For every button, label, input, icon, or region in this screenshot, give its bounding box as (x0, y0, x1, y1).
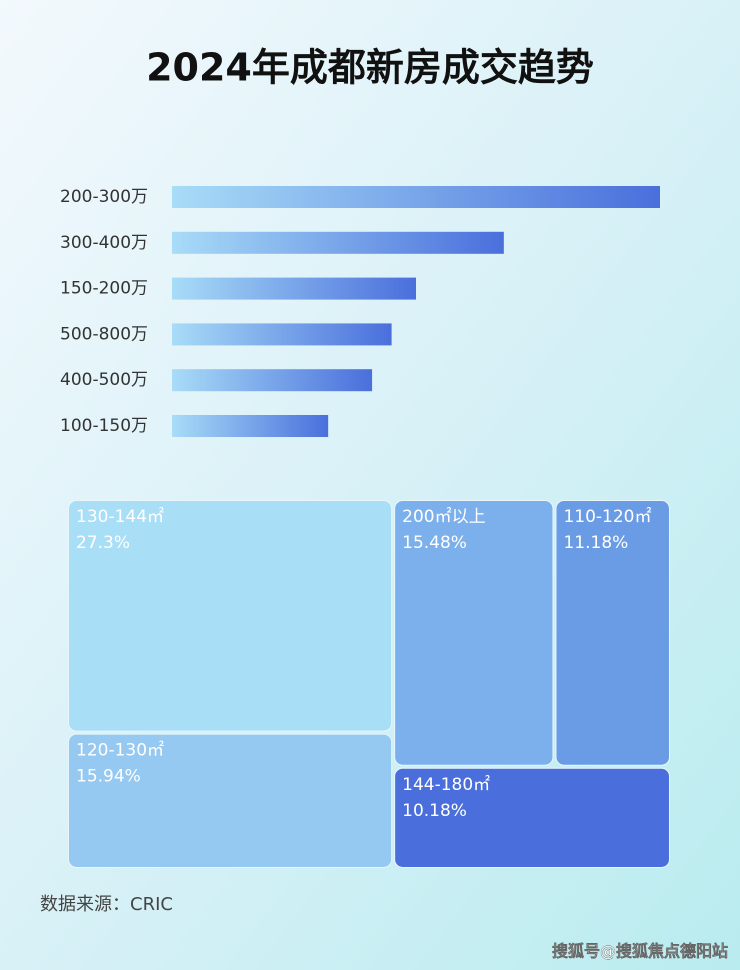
treemap-cell (394, 500, 554, 766)
treemap-cell (68, 500, 393, 732)
category-label: 400-500万 (60, 370, 148, 390)
category-label: 300-400万 (60, 233, 148, 253)
category-label: 200-300万 (60, 187, 148, 207)
cell-value: 10.18% (402, 801, 467, 821)
category-label: 150-200万 (60, 279, 148, 299)
treemap-cell (68, 733, 393, 868)
treemap-cell (555, 500, 670, 766)
bar (172, 323, 392, 346)
cell-value: 11.18% (563, 533, 628, 553)
bar (172, 186, 660, 208)
source: 数据来源：CRIC (40, 894, 173, 915)
cell-value: 27.3% (76, 533, 130, 553)
cell-value: 15.48% (402, 533, 467, 553)
bar (172, 415, 329, 437)
bar (172, 369, 373, 392)
bar (172, 277, 416, 300)
bar (172, 231, 504, 254)
cell-value: 15.94% (76, 767, 141, 787)
treemap: 130-144㎡ 27.3% 200㎡以上 15.48% 110-120㎡ 11.18% 1… (68, 500, 670, 868)
cell-name: 200㎡以上 (402, 507, 485, 527)
cell-name: 120-130㎡ (76, 741, 164, 761)
cell-name: 144-180㎡ (402, 775, 490, 795)
cell-name: 130-144㎡ (76, 507, 164, 527)
watermark: 搜狐号@搜狐焦点德阳站 (552, 942, 728, 961)
cell-name: 110-120㎡ (563, 507, 651, 527)
page-title: 2024年成都新房成交趋势 (146, 46, 594, 90)
bar-chart: 200-300万 300-400万 150-200万 500-800万 400-500万… (60, 186, 660, 437)
treemap-cell (394, 767, 670, 868)
category-label: 100-150万 (60, 416, 148, 436)
category-label: 500-800万 (60, 324, 148, 344)
